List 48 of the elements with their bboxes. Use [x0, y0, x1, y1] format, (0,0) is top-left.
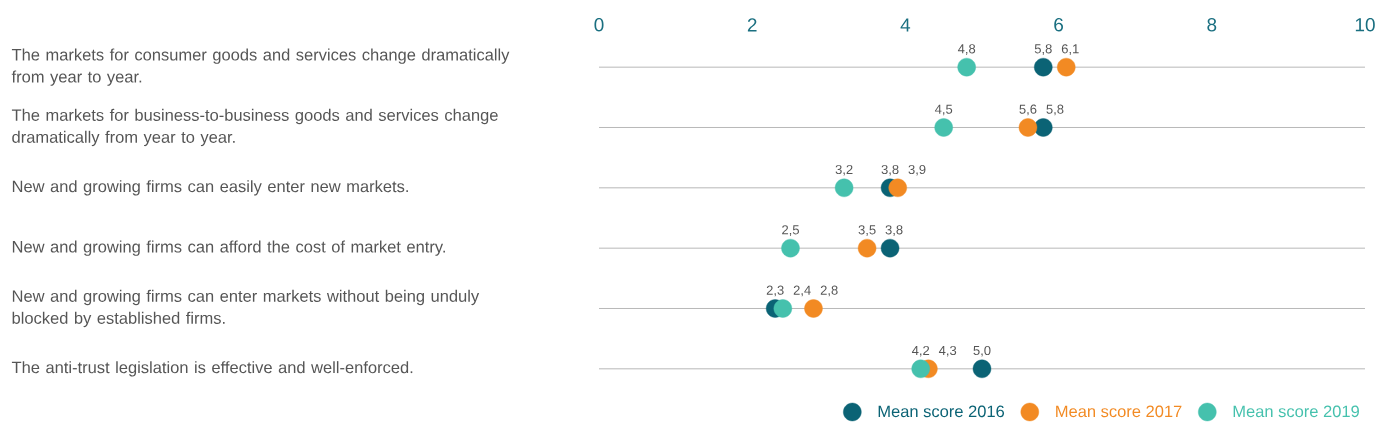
- x-tick-label: 8: [1207, 18, 1217, 32]
- data-label: 2,4: [793, 285, 811, 297]
- data-label: 2,8: [820, 285, 838, 297]
- data-label: 2,3: [766, 285, 784, 297]
- data-label: 3,8: [881, 164, 899, 176]
- point: [781, 238, 800, 258]
- x-tick-label: 10: [1355, 18, 1375, 32]
- y-tick-label: The markets for business-to-business goods and services change dramatically from year to year.: [11, 108, 498, 147]
- data-label: 5,6: [1019, 104, 1037, 116]
- data-label: 3,5: [858, 225, 876, 236]
- data-label: 5,8: [1034, 44, 1052, 55]
- data-label: 5,8: [1046, 104, 1064, 116]
- data-label: 4,5: [934, 104, 953, 116]
- y-tick-label: New and growing firms can afford the cost of market entry.: [12, 240, 445, 256]
- point: [1034, 118, 1053, 137]
- data-label: 3,8: [885, 225, 903, 236]
- x-tick-label: 2: [747, 18, 757, 32]
- data-label: 4,8: [957, 44, 976, 55]
- data-label: 5,0: [973, 345, 991, 357]
- data-label: 3,9: [908, 164, 926, 176]
- data-label: 3,2: [835, 164, 853, 176]
- data-label: 4,3: [938, 345, 957, 357]
- point: [773, 299, 793, 318]
- point: [857, 238, 877, 258]
- point: [888, 178, 907, 198]
- point: [911, 359, 930, 379]
- y-tick-label: The markets for consumer goods and services change dramatically from year to year.: [11, 48, 510, 86]
- point: [880, 238, 900, 258]
- x-tick-label: 4: [900, 18, 911, 32]
- point: [1018, 118, 1038, 137]
- point: [1057, 57, 1076, 77]
- x-tick-label: 0: [594, 18, 604, 32]
- data-label: 4,2: [911, 345, 930, 357]
- point: [957, 57, 976, 77]
- y-tick-label: The anti-trust legislation is effective and well-enforced.: [11, 361, 413, 377]
- y-tick-label: New and growing firms can enter markets without being unduly blocked by established firms.: [12, 289, 480, 328]
- data-label: 6,1: [1061, 44, 1079, 55]
- x-tick-label: 6: [1054, 18, 1064, 32]
- point: [972, 359, 992, 379]
- legend-label: Mean score 2016: [878, 405, 1005, 418]
- y-tick-label: New and growing firms can easily enter new markets.: [12, 180, 408, 196]
- point: [804, 299, 823, 318]
- point: [1034, 57, 1053, 77]
- legend-label: Mean score 2017: [1056, 405, 1182, 418]
- point: [834, 178, 854, 198]
- legend-label: Mean score 2019: [1233, 405, 1359, 418]
- point: [934, 118, 953, 137]
- data-label: 2,5: [782, 225, 799, 236]
